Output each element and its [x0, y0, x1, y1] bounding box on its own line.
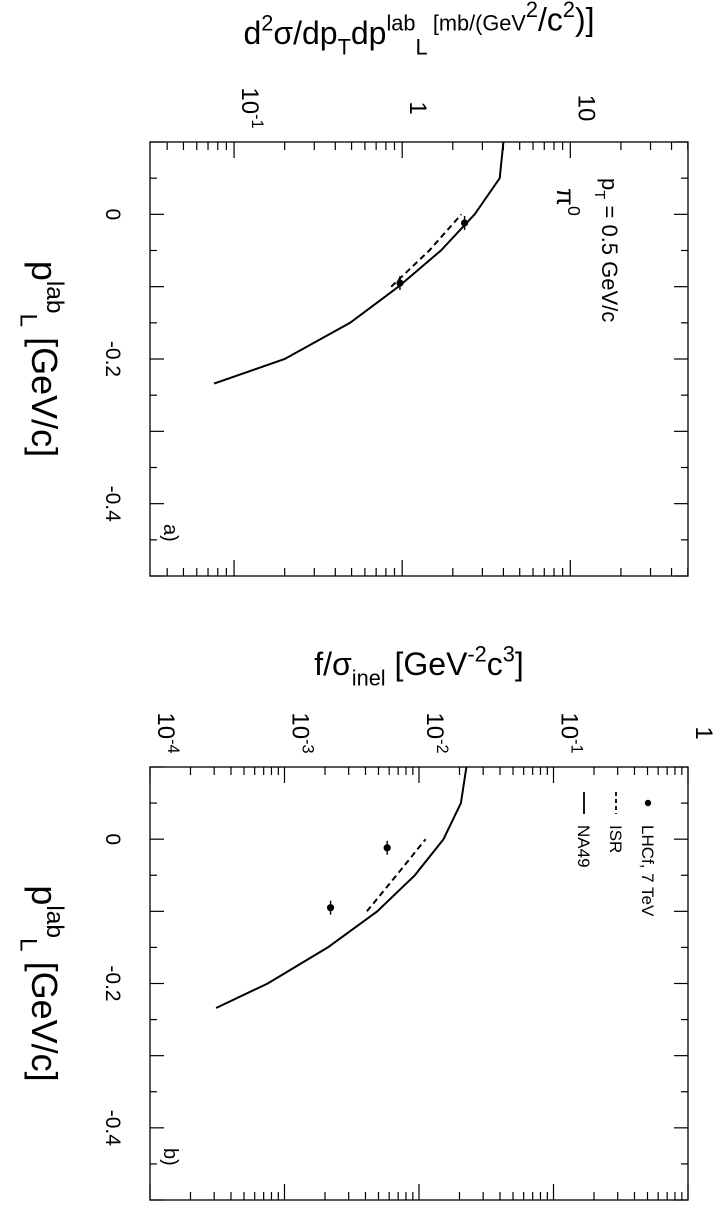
y-tick-label: 10-3 — [287, 712, 317, 753]
x-axis-title: plabL [GeV/c] — [14, 261, 68, 457]
panel-label: a) — [159, 524, 181, 542]
y-tick-label: 10-2 — [421, 712, 451, 753]
y-tick-label: 1 — [690, 726, 714, 739]
x-tick-label: -0.2 — [101, 341, 124, 377]
data-point — [460, 219, 469, 227]
data-point — [383, 844, 391, 852]
series-line-isr — [390, 213, 463, 288]
panel-b — [149, 766, 689, 1201]
data-point — [326, 904, 335, 912]
y-tick-label: 10-1 — [556, 712, 586, 753]
x-axis-title: plabL [GeV/c] — [14, 885, 68, 1081]
pt-annotation: pT = 0.5 GeV/c — [591, 178, 622, 322]
y-axis-title: d2σ/dpTdplabL [mb/(GeV2/c2)] — [243, 0, 594, 59]
x-tick-label: -0.4 — [101, 486, 124, 523]
particle-label: π0 — [551, 188, 584, 216]
y-tick-label: 1 — [404, 101, 431, 114]
panel-label: b) — [159, 1148, 181, 1166]
x-tick-label: -0.4 — [101, 1110, 124, 1147]
y-tick-label: 10-1 — [236, 87, 266, 128]
series-line-na49 — [215, 766, 468, 1009]
data-point — [396, 279, 404, 287]
series-line-na49 — [213, 141, 505, 385]
series-line-isr — [366, 838, 427, 912]
y-axis-title: f/σinel [GeV-2c3] — [314, 642, 524, 691]
x-tick-label: 0 — [101, 833, 124, 845]
y-tick-label: 10 — [572, 95, 599, 122]
legend-label: ISR — [606, 825, 625, 853]
legend-label: NA49 — [574, 825, 593, 868]
panel-a — [149, 141, 689, 577]
legend-marker — [644, 799, 652, 807]
legend-label: LHCf, 7 TeV — [638, 825, 657, 917]
x-tick-label: -0.2 — [101, 965, 124, 1001]
y-tick-label: 10-4 — [152, 712, 182, 753]
x-tick-label: 0 — [101, 208, 124, 220]
